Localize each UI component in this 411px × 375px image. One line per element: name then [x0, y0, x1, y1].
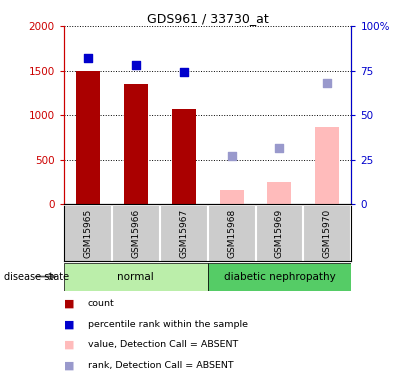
Text: GSM15968: GSM15968 — [227, 209, 236, 258]
Text: ■: ■ — [64, 320, 74, 329]
Text: count: count — [88, 299, 114, 308]
Bar — [76, 71, 100, 204]
Bar — [124, 84, 148, 204]
Text: ■: ■ — [64, 340, 74, 350]
Point — [228, 153, 235, 159]
Text: rank, Detection Call = ABSENT: rank, Detection Call = ABSENT — [88, 361, 233, 370]
Text: normal: normal — [117, 272, 154, 282]
Point — [324, 80, 331, 86]
Bar — [208, 262, 351, 291]
Text: ■: ■ — [64, 361, 74, 370]
Text: ■: ■ — [64, 299, 74, 309]
Text: GSM15965: GSM15965 — [83, 209, 92, 258]
Point — [84, 56, 91, 62]
Point — [180, 69, 187, 75]
Text: GSM15969: GSM15969 — [275, 209, 284, 258]
Bar — [219, 190, 243, 204]
Point — [132, 62, 139, 68]
Title: GDS961 / 33730_at: GDS961 / 33730_at — [147, 12, 268, 25]
Bar — [64, 262, 208, 291]
Bar — [315, 127, 339, 204]
Point — [276, 145, 283, 151]
Text: percentile rank within the sample: percentile rank within the sample — [88, 320, 247, 329]
Bar — [172, 109, 196, 204]
Bar — [268, 182, 291, 204]
Text: GSM15966: GSM15966 — [131, 209, 140, 258]
Text: GSM15970: GSM15970 — [323, 209, 332, 258]
Text: disease state: disease state — [4, 272, 69, 282]
Text: GSM15967: GSM15967 — [179, 209, 188, 258]
Text: diabetic nephropathy: diabetic nephropathy — [224, 272, 335, 282]
Text: value, Detection Call = ABSENT: value, Detection Call = ABSENT — [88, 340, 238, 350]
